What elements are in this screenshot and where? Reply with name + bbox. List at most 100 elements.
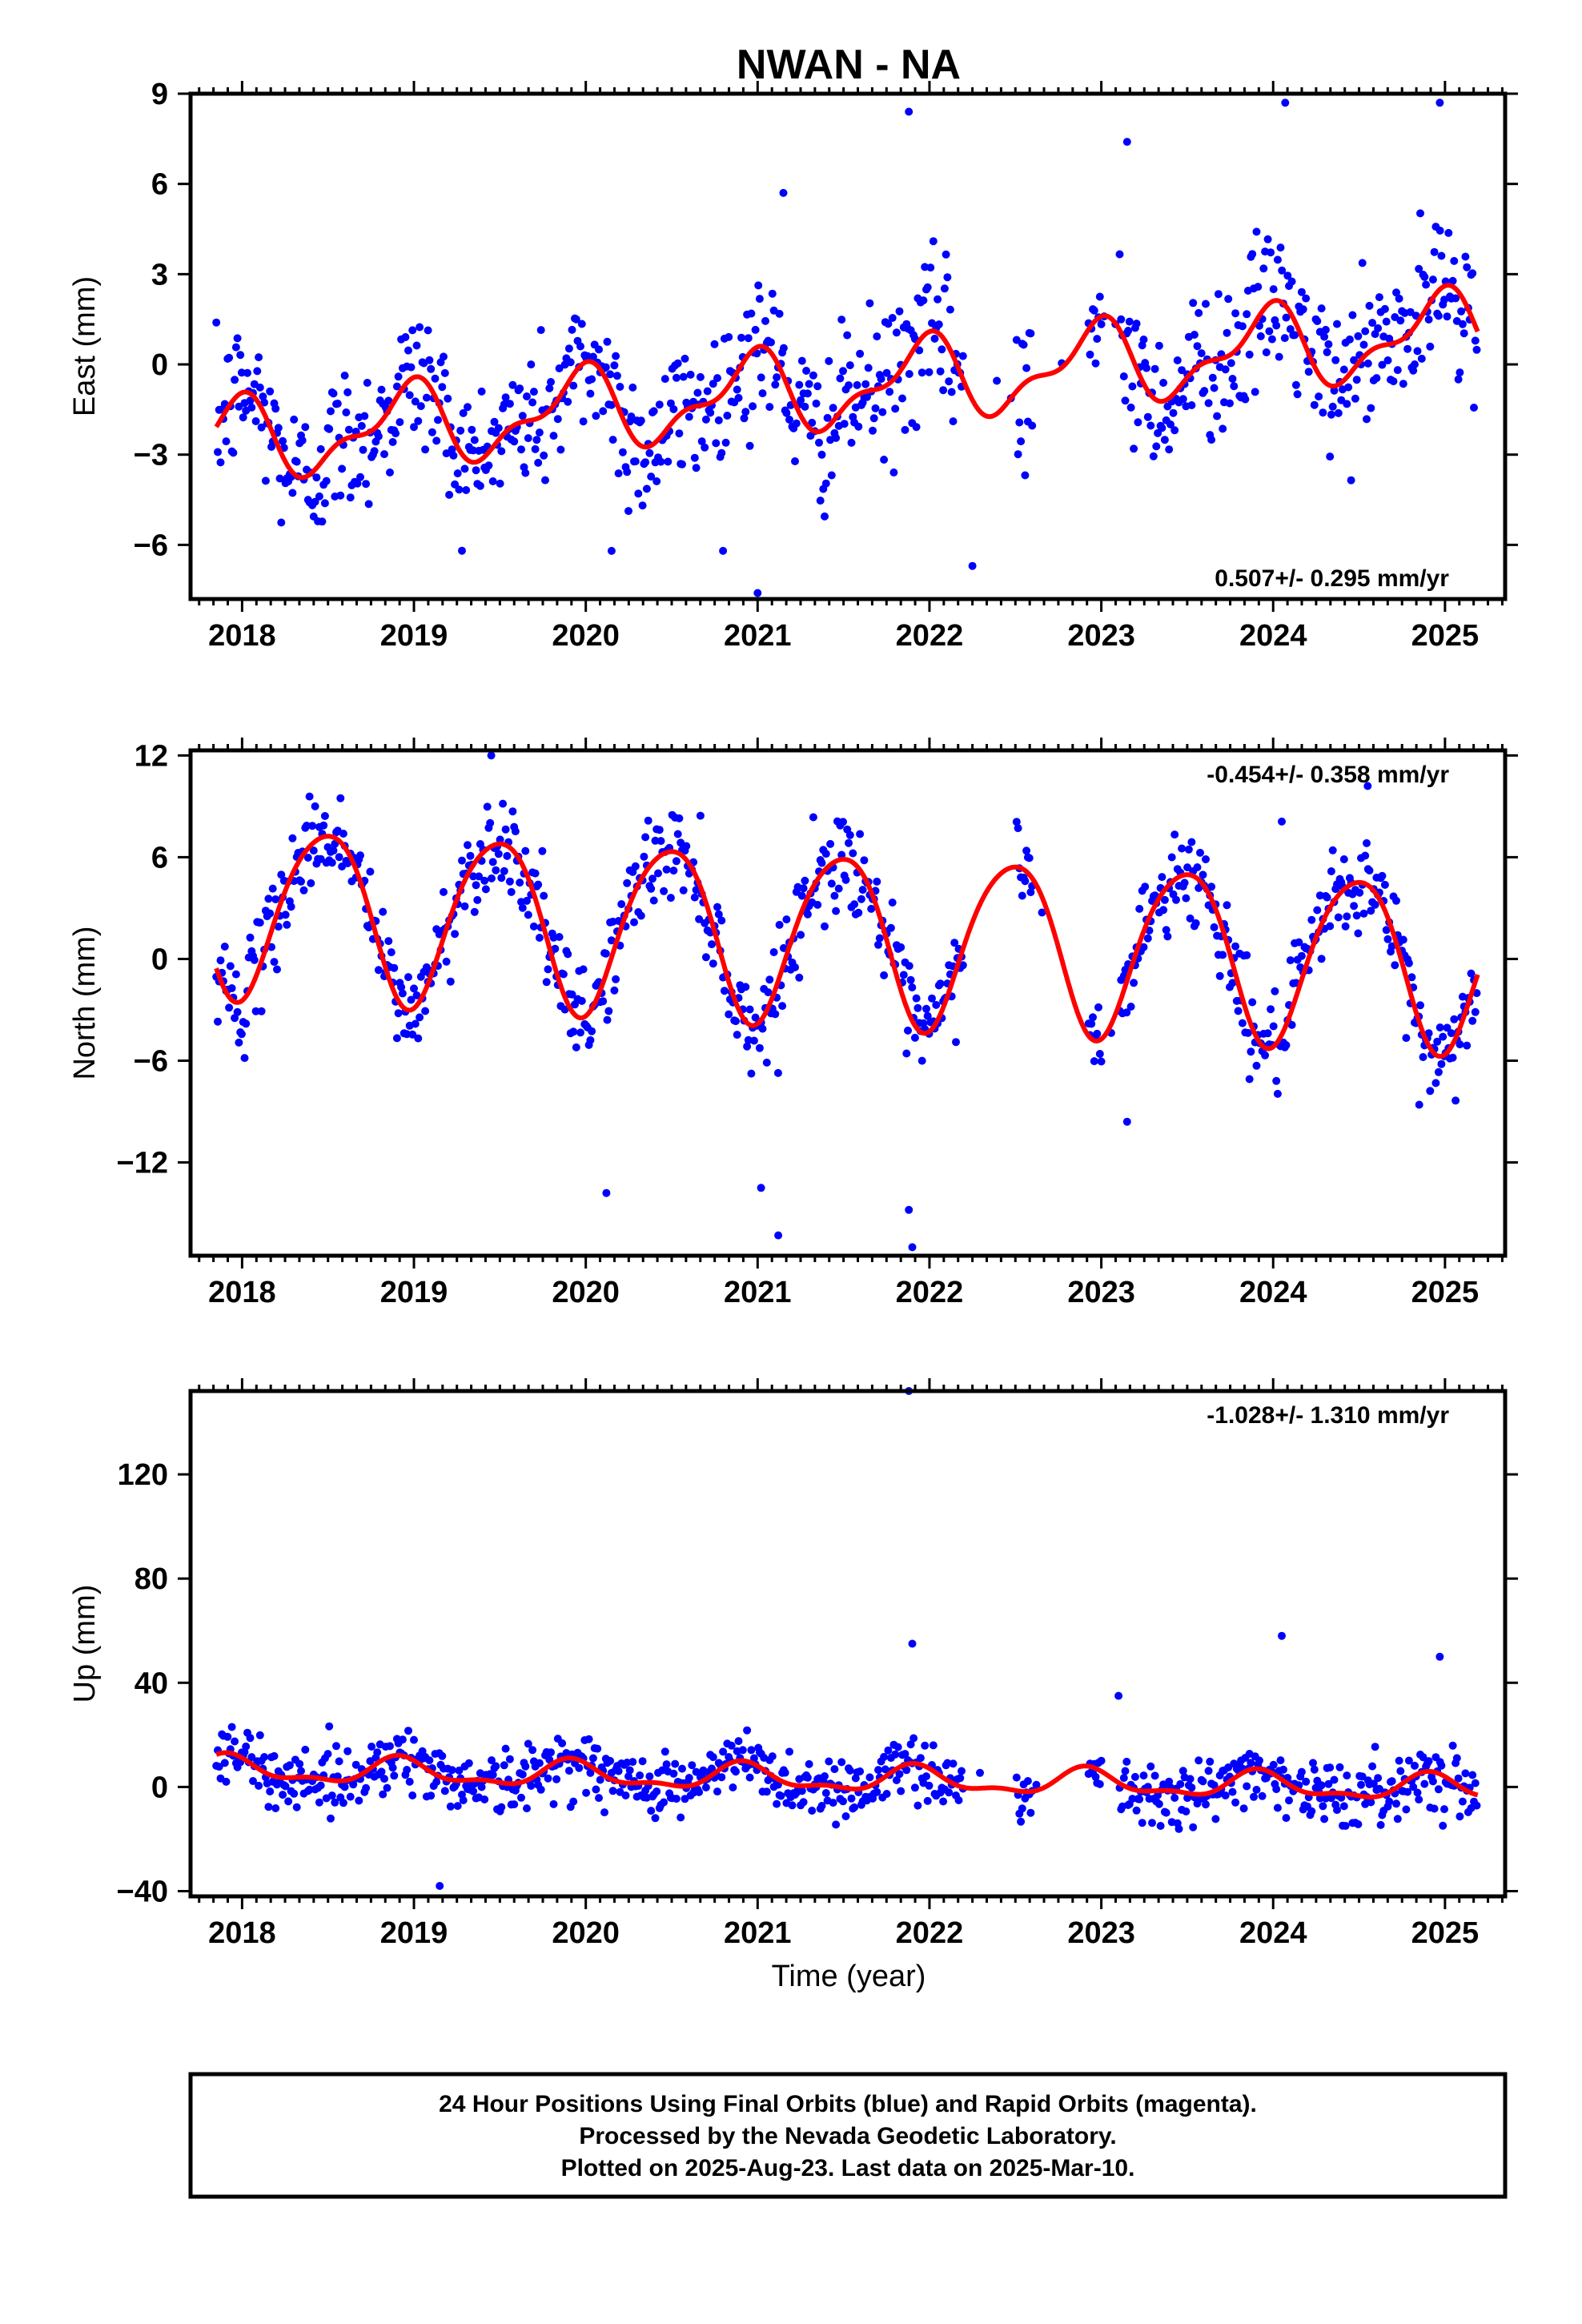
data-point <box>1321 325 1330 334</box>
data-point <box>532 436 541 444</box>
data-point <box>308 822 317 830</box>
data-point <box>847 1794 856 1803</box>
data-point <box>1115 250 1124 259</box>
data-point <box>392 382 401 391</box>
data-point <box>1282 1041 1291 1050</box>
data-point <box>398 1735 407 1744</box>
data-point <box>243 368 251 377</box>
data-point <box>901 425 909 434</box>
data-point <box>647 884 656 893</box>
data-point <box>1431 1079 1440 1088</box>
data-point <box>1317 1781 1326 1790</box>
data-point <box>1090 1057 1098 1066</box>
data-point <box>875 934 884 943</box>
data-point <box>1402 1805 1411 1814</box>
data-point <box>253 367 262 376</box>
data-point <box>214 1017 222 1026</box>
data-point <box>853 380 861 389</box>
data-point <box>1471 1007 1480 1016</box>
data-point <box>917 1056 926 1065</box>
data-point <box>764 988 773 997</box>
data-point <box>459 408 468 417</box>
data-point <box>1178 366 1186 375</box>
data-point-outlier <box>1278 817 1286 826</box>
data-point <box>1130 1772 1139 1781</box>
data-point <box>1163 932 1172 941</box>
data-point <box>492 1762 500 1771</box>
data-point <box>1335 1763 1344 1771</box>
data-point <box>222 1777 231 1786</box>
x-tick-label: 2020 <box>552 1276 620 1309</box>
data-point <box>1012 336 1021 344</box>
data-point <box>652 477 661 485</box>
data-point <box>610 986 619 995</box>
data-point <box>1420 272 1429 281</box>
data-point <box>488 1756 496 1765</box>
data-point <box>261 476 270 485</box>
data-point <box>1409 1783 1418 1791</box>
data-point <box>1180 879 1189 887</box>
data-point <box>682 842 691 850</box>
data-point <box>880 1752 889 1761</box>
data-point <box>492 866 500 875</box>
data-point <box>1402 1034 1411 1043</box>
data-point <box>1223 901 1231 910</box>
data-point <box>335 853 343 862</box>
data-point <box>1458 320 1467 328</box>
data-point <box>1219 951 1227 959</box>
x-tick-label: 2024 <box>1239 1276 1307 1309</box>
data-point <box>672 373 681 382</box>
data-point <box>1339 365 1348 374</box>
y-tick-label: 40 <box>135 1667 168 1700</box>
data-point <box>414 1034 423 1043</box>
footer-line-2: Processed by the Nevada Geodetic Laborat… <box>579 2123 1116 2149</box>
data-point <box>1097 1057 1106 1066</box>
data-point <box>412 341 421 350</box>
data-point <box>601 949 610 958</box>
data-point <box>290 1789 299 1798</box>
data-point <box>394 372 403 381</box>
data-point <box>871 404 880 412</box>
data-point <box>527 1782 536 1790</box>
data-point <box>470 436 479 444</box>
data-point <box>544 1774 552 1783</box>
data-point <box>1404 959 1413 967</box>
data-point <box>813 382 822 391</box>
data-point <box>1165 445 1174 454</box>
data-point <box>897 943 905 951</box>
data-point <box>1275 352 1283 361</box>
data-point <box>662 1760 671 1769</box>
data-point <box>564 344 573 353</box>
data-point <box>1297 1767 1306 1776</box>
data-point <box>939 1797 948 1806</box>
data-point <box>501 393 510 402</box>
data-point <box>468 425 476 434</box>
data-point <box>595 345 603 354</box>
data-point <box>1320 332 1329 341</box>
data-point <box>829 404 837 412</box>
data-point <box>579 417 588 426</box>
x-tick-label: 2021 <box>724 1276 792 1309</box>
data-point <box>477 1783 486 1791</box>
data-point-outlier <box>1415 1100 1423 1109</box>
data-point <box>444 394 452 403</box>
data-point <box>1350 902 1359 911</box>
data-point <box>534 880 543 889</box>
data-point <box>576 1028 584 1037</box>
data-point <box>257 1007 266 1015</box>
data-point <box>603 1015 612 1024</box>
data-point <box>1302 1777 1311 1786</box>
data-point <box>1355 888 1364 897</box>
data-point <box>1117 315 1126 324</box>
data-point <box>270 1751 279 1760</box>
data-point <box>825 356 833 365</box>
data-point <box>1320 1815 1329 1823</box>
data-point <box>826 839 835 848</box>
data-point <box>1309 1759 1317 1767</box>
data-point <box>1448 276 1457 285</box>
data-point <box>1121 396 1130 405</box>
data-point <box>719 546 728 555</box>
data-point <box>344 425 353 434</box>
data-point <box>1439 1821 1447 1830</box>
data-point <box>455 1766 464 1775</box>
